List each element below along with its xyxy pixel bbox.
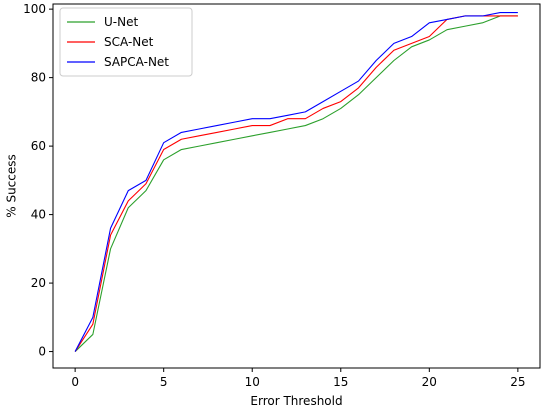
lines-layer [74, 12, 518, 352]
y-tick-label: 80 [31, 71, 46, 85]
y-tick-label: 60 [31, 139, 46, 153]
plot-area-frame [52, 3, 541, 369]
legend-label-sca-net: SCA-Net [104, 35, 154, 49]
y-axis: 0 20 40 60 80 100 [23, 2, 53, 359]
legend-label-u-net: U-Net [104, 15, 138, 29]
y-tick-label: 100 [23, 2, 46, 16]
legend-label-sapca-net: SAPCA-Net [104, 55, 169, 69]
legend: U-Net SCA-Net SAPCA-Net [59, 7, 193, 77]
x-tick-label: 0 [71, 375, 79, 389]
y-tick-label: 0 [38, 345, 46, 359]
series-line-u-net [74, 15, 518, 352]
legend-box [59, 7, 193, 77]
y-tick-label: 20 [31, 276, 46, 290]
x-tick-label: 15 [333, 375, 348, 389]
x-axis: 0 5 10 15 20 25 [71, 368, 526, 389]
y-axis-label: % Success [5, 154, 19, 218]
x-tick-label: 25 [510, 375, 525, 389]
x-tick-label: 5 [160, 375, 168, 389]
x-tick-label: 10 [245, 375, 260, 389]
x-axis-label: Error Threshold [250, 394, 342, 408]
x-tick-label: 20 [422, 375, 437, 389]
y-tick-label: 40 [31, 208, 46, 222]
series-line-sapca-net [74, 12, 518, 352]
series-line-sca-net [74, 15, 518, 352]
